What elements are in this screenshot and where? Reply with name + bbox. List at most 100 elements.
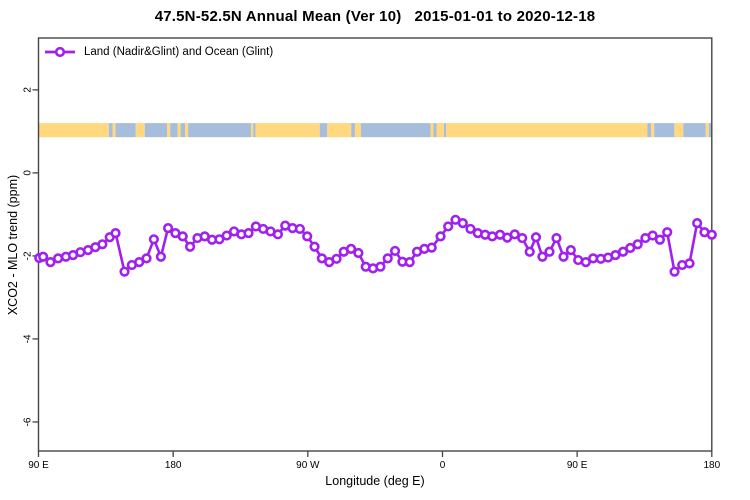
data-point-marker — [38, 251, 49, 262]
ocean-strip-segment — [443, 123, 447, 138]
data-point-marker — [134, 257, 145, 268]
data-point-marker — [243, 227, 254, 239]
ocean-strip-segment — [170, 123, 178, 138]
data-point-marker — [465, 223, 476, 235]
ocean-strip-segment — [319, 123, 328, 138]
data-point-marker — [706, 229, 717, 240]
data-point-marker — [221, 230, 232, 241]
x-tick-label: 0 — [440, 460, 446, 471]
data-point-marker — [331, 253, 342, 264]
ocean-strip-segment — [180, 123, 186, 138]
plot-box — [37, 37, 713, 452]
data-point-marker — [155, 251, 166, 262]
data-point-marker — [426, 242, 437, 253]
data-point-marker — [141, 253, 152, 264]
data-point-marker — [302, 231, 313, 242]
data-point-marker — [443, 221, 454, 232]
data-point-marker — [625, 242, 636, 254]
legend-marker-icon — [44, 46, 76, 58]
data-point-marker — [551, 232, 562, 244]
y-tick-label: 2 — [23, 87, 34, 93]
data-point-marker — [97, 239, 108, 250]
ocean-strip-segment — [144, 123, 168, 138]
data-point-marker — [669, 266, 680, 277]
data-point-marker — [435, 231, 446, 242]
ocean-strip-segment — [708, 123, 712, 138]
land-strip-segment — [327, 123, 352, 138]
ocean-strip-segment — [115, 123, 136, 138]
y-tick-label: 0 — [23, 170, 34, 176]
x-tick-label: 180 — [703, 460, 720, 471]
legend-label: Land (Nadir&Glint) and Ocean (Glint) — [84, 46, 274, 58]
data-point-marker — [632, 239, 643, 250]
data-point-marker — [647, 230, 658, 241]
x-axis-label: Longitude (deg E) — [325, 474, 425, 488]
ocean-strip-segment — [433, 123, 437, 138]
x-tick-label: 180 — [165, 460, 182, 471]
data-point-marker — [565, 245, 576, 256]
data-point-marker — [345, 243, 357, 254]
land-strip-segment — [250, 123, 254, 138]
ocean-strip-segment — [360, 123, 431, 138]
data-point-marker — [353, 247, 364, 259]
data-point-marker — [662, 227, 673, 238]
data-point-marker — [487, 231, 498, 242]
data-point-marker — [294, 223, 305, 235]
land-strip-segment — [674, 123, 684, 138]
data-point-marker — [509, 229, 520, 240]
data-point-marker — [580, 257, 591, 268]
data-point-marker — [530, 232, 542, 243]
data-point-marker — [214, 234, 225, 245]
data-point-marker — [162, 223, 174, 234]
land-strip-segment — [167, 123, 171, 138]
land-strip-segment — [177, 123, 181, 138]
y-axis-label: XCO2 - MLO trend (ppm) — [6, 174, 20, 316]
ocean-strip-segment — [683, 123, 706, 138]
data-point-marker — [148, 234, 159, 245]
ocean-strip-segment — [253, 123, 256, 138]
y-tick-label: -2 — [23, 251, 34, 260]
land-strip-segment — [436, 123, 444, 138]
land-strip-segment — [255, 123, 320, 138]
data-point-marker — [375, 261, 386, 272]
land-strip-segment — [112, 123, 116, 138]
data-point-marker — [684, 258, 695, 269]
data-point-marker — [110, 227, 121, 239]
land-strip-segment — [705, 123, 709, 138]
land-strip-segment — [185, 123, 189, 138]
data-point-marker — [457, 218, 468, 229]
data-point-marker — [524, 246, 535, 257]
data-point-marker — [544, 246, 555, 257]
data-point-marker — [654, 234, 665, 245]
data-point-marker — [558, 251, 569, 262]
data-point-marker — [404, 257, 415, 268]
x-tick-label: 90 E — [567, 460, 588, 471]
data-point-marker — [309, 241, 320, 252]
ocean-strip-segment — [188, 123, 251, 138]
land-strip-segment — [354, 123, 361, 138]
data-point-marker — [692, 218, 703, 229]
land-strip-segment — [446, 123, 648, 138]
land-strip-segment — [38, 123, 109, 138]
data-point-marker — [177, 231, 188, 242]
data-point-marker — [45, 257, 56, 268]
y-tick-label: -6 — [23, 417, 34, 426]
land-strip-segment — [651, 123, 655, 138]
data-point-marker — [53, 253, 64, 264]
ocean-strip-segment — [351, 123, 355, 138]
land-strip-segment — [430, 123, 434, 138]
y-tick-label: -4 — [23, 334, 34, 343]
land-strip-segment — [135, 123, 145, 138]
data-point-marker — [382, 253, 393, 264]
data-point-marker — [389, 245, 401, 257]
data-point-marker — [272, 229, 283, 240]
ocean-strip-segment — [108, 123, 113, 138]
legend: Land (Nadir&Glint) and Ocean (Glint) — [44, 46, 273, 58]
chart-title: 47.5N-52.5N Annual Mean (Ver 10) 2015-01… — [154, 8, 596, 25]
data-point-marker — [316, 253, 327, 264]
ocean-strip-segment — [647, 123, 652, 138]
data-point-marker — [517, 232, 528, 244]
data-point-marker — [184, 241, 196, 252]
